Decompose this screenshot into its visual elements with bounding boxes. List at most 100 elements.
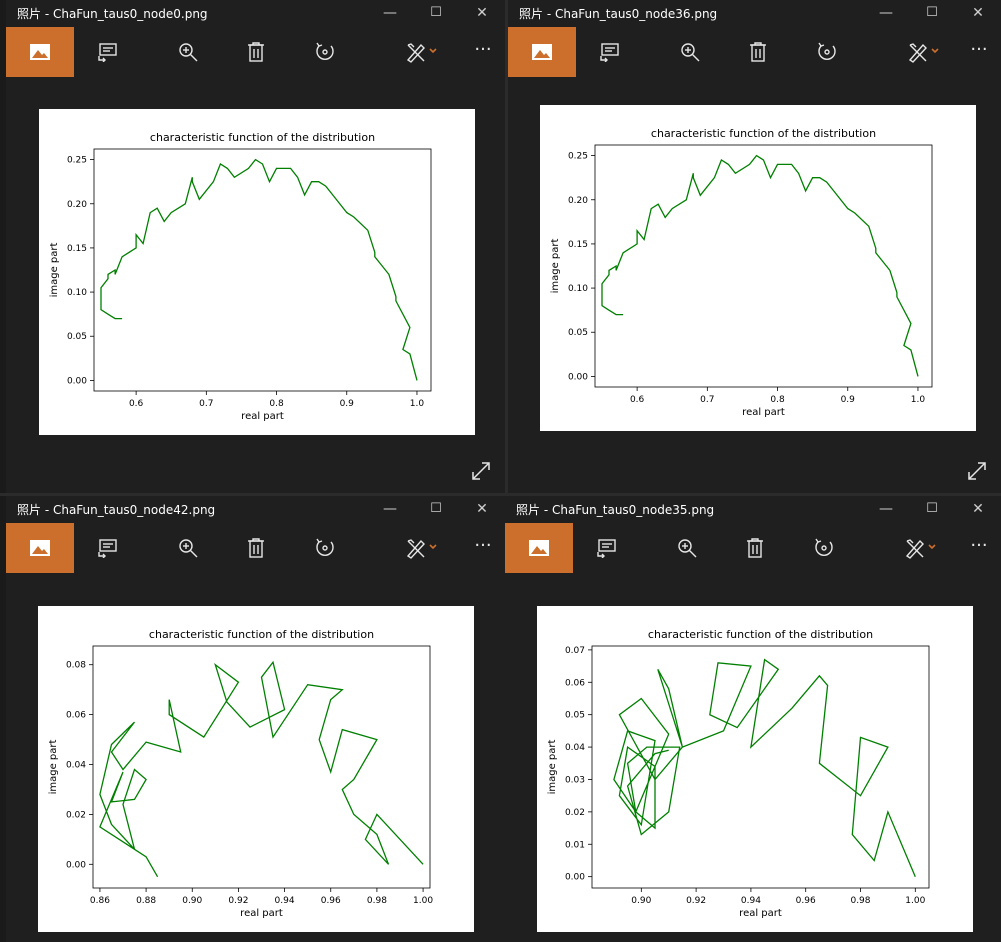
toolbar: ··· xyxy=(505,523,1001,573)
y-tick-label: 0.00 xyxy=(66,860,86,870)
maximize-button[interactable]: ☐ xyxy=(430,5,442,20)
x-tick-label: 0.9 xyxy=(841,395,856,405)
title-bar[interactable]: 照片 - ChaFun_taus0_node36.png — ☐ ✕ xyxy=(508,0,1001,26)
edit-icon xyxy=(405,537,439,559)
minimize-button[interactable]: — xyxy=(383,5,397,21)
expand-button[interactable] xyxy=(965,459,991,485)
zoom-button[interactable] xyxy=(154,523,222,573)
expand-icon xyxy=(965,462,989,487)
delete-button[interactable] xyxy=(222,27,290,77)
y-tick-label: 0.03 xyxy=(565,775,585,785)
maximize-button[interactable]: ☐ xyxy=(926,5,938,20)
title-bar[interactable]: 照片 - ChaFun_taus0_node0.png — ☐ ✕ xyxy=(6,0,505,26)
slideshow-icon xyxy=(599,42,621,62)
x-tick-label: 0.88 xyxy=(136,896,156,906)
rotate-icon xyxy=(314,537,336,559)
image-canvas[interactable]: characteristic function of the distribut… xyxy=(6,77,505,493)
chart-svg: characteristic function of the distribut… xyxy=(48,628,433,919)
edit-button[interactable] xyxy=(890,27,958,77)
edit-button[interactable] xyxy=(388,523,456,573)
y-tick-label: 0.08 xyxy=(66,661,86,671)
close-button[interactable]: ✕ xyxy=(476,5,488,21)
y-tick-label: 0.15 xyxy=(67,244,87,254)
chart-title: characteristic function of the distribut… xyxy=(149,628,374,641)
series-line xyxy=(601,154,919,377)
view-button[interactable] xyxy=(505,523,573,573)
more-button[interactable]: ··· xyxy=(463,523,503,573)
x-axis-label: real part xyxy=(739,908,782,919)
y-tick-label: 0.02 xyxy=(66,810,86,820)
delete-button[interactable] xyxy=(724,27,792,77)
window-title: 照片 - ChaFun_taus0_node35.png xyxy=(516,503,715,517)
delete-button[interactable] xyxy=(222,523,290,573)
y-tick-label: 0.00 xyxy=(67,376,87,386)
view-button[interactable] xyxy=(6,27,74,77)
y-tick-label: 0.00 xyxy=(565,873,585,883)
x-tick-label: 0.8 xyxy=(770,395,785,405)
x-tick-label: 0.8 xyxy=(269,399,284,409)
zoom-button[interactable] xyxy=(154,27,222,77)
rotate-icon xyxy=(816,41,838,63)
zoom-icon xyxy=(177,41,199,63)
minimize-button[interactable]: — xyxy=(879,501,893,517)
view-button[interactable] xyxy=(6,523,74,573)
close-button[interactable]: ✕ xyxy=(972,501,984,517)
image-canvas[interactable]: characteristic function of the distribut… xyxy=(508,77,1001,493)
rotate-button[interactable] xyxy=(790,523,858,573)
title-bar[interactable]: 照片 - ChaFun_taus0_node42.png — ☐ ✕ xyxy=(6,496,505,522)
photo-window-4[interactable]: 照片 - ChaFun_taus0_node35.png — ☐ ✕ ··· c… xyxy=(505,496,1001,942)
zoom-icon xyxy=(676,537,698,559)
slideshow-button[interactable] xyxy=(573,523,641,573)
edit-icon xyxy=(405,41,439,63)
y-tick-label: 0.06 xyxy=(66,711,86,721)
title-bar[interactable]: 照片 - ChaFun_taus0_node35.png — ☐ ✕ xyxy=(505,496,1001,522)
slideshow-button[interactable] xyxy=(74,523,142,573)
photo-window-1[interactable]: 照片 - ChaFun_taus0_node0.png — ☐ ✕ ··· ch… xyxy=(6,0,505,493)
image-icon xyxy=(29,43,51,61)
photo-window-3[interactable]: 照片 - ChaFun_taus0_node42.png — ☐ ✕ ··· c… xyxy=(6,496,505,942)
zoom-button[interactable] xyxy=(653,523,721,573)
slideshow-button[interactable] xyxy=(74,27,142,77)
more-button[interactable]: ··· xyxy=(463,27,503,77)
rotate-icon xyxy=(813,537,835,559)
y-tick-label: 0.20 xyxy=(568,196,588,206)
y-axis-label: image part xyxy=(547,740,558,795)
photo-window-2[interactable]: 照片 - ChaFun_taus0_node36.png — ☐ ✕ ··· c… xyxy=(508,0,1001,493)
more-button[interactable]: ··· xyxy=(959,27,999,77)
y-tick-label: 0.10 xyxy=(67,288,87,298)
expand-button[interactable] xyxy=(469,459,495,485)
slideshow-icon xyxy=(97,538,119,558)
maximize-button[interactable]: ☐ xyxy=(926,501,938,516)
close-button[interactable]: ✕ xyxy=(972,5,984,21)
delete-button[interactable] xyxy=(721,523,789,573)
more-button[interactable]: ··· xyxy=(959,523,999,573)
y-tick-label: 0.04 xyxy=(565,743,585,753)
chart-image: characteristic function of the distribut… xyxy=(540,105,976,431)
view-button[interactable] xyxy=(508,27,576,77)
x-axis-label: real part xyxy=(742,407,785,418)
x-tick-label: 0.7 xyxy=(700,395,714,405)
maximize-button[interactable]: ☐ xyxy=(430,501,442,516)
close-button[interactable]: ✕ xyxy=(476,501,488,517)
x-tick-label: 0.86 xyxy=(90,896,110,906)
edit-button[interactable] xyxy=(388,27,456,77)
zoom-button[interactable] xyxy=(656,27,724,77)
more-icon: ··· xyxy=(970,39,988,60)
minimize-button[interactable]: — xyxy=(879,5,893,21)
window-title: 照片 - ChaFun_taus0_node0.png xyxy=(17,7,208,21)
toolbar: ··· xyxy=(508,27,1001,77)
chart-svg: characteristic function of the distribut… xyxy=(547,628,930,919)
rotate-button[interactable] xyxy=(793,27,861,77)
edit-button[interactable] xyxy=(887,523,955,573)
image-canvas[interactable]: characteristic function of the distribut… xyxy=(505,573,1001,942)
rotate-button[interactable] xyxy=(291,523,359,573)
window-divider-horizontal xyxy=(0,493,1001,496)
slideshow-button[interactable] xyxy=(576,27,644,77)
image-canvas[interactable]: characteristic function of the distribut… xyxy=(6,573,505,942)
rotate-button[interactable] xyxy=(291,27,359,77)
x-tick-label: 0.94 xyxy=(275,896,295,906)
minimize-button[interactable]: — xyxy=(383,501,397,517)
y-tick-label: 0.25 xyxy=(67,156,87,166)
series-line xyxy=(99,660,424,878)
chart-title: characteristic function of the distribut… xyxy=(648,628,873,641)
